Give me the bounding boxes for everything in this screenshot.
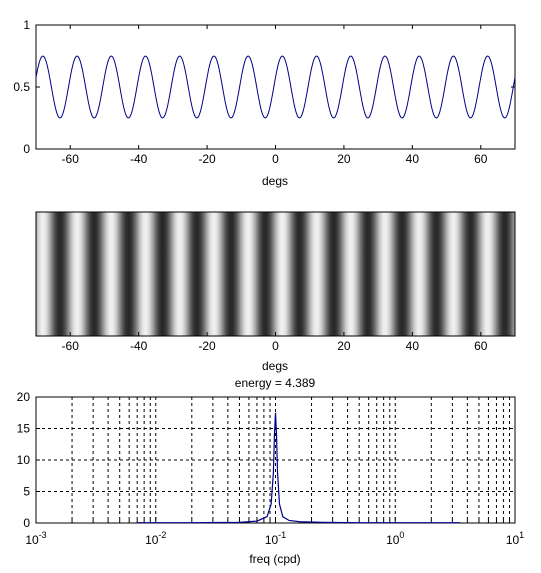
chart-title-spectrum: energy = 4.389 [235,376,316,390]
series-line-signal [35,55,516,119]
x-tick-label-signal: -60 [62,152,80,166]
x-tick-label-spectrum: 10-1 [265,530,286,547]
x-tick-label-exponent: -1 [278,530,286,540]
x-tick-label-grating: -60 [62,339,80,353]
x-tick-label-base: 10 [506,533,520,547]
x-axis-label-signal: degs [262,174,288,188]
x-tick-label-base: 10 [25,533,39,547]
ticks-grating [69,332,482,336]
grid-spectrum [36,397,515,523]
series-line-spectrum [137,412,461,524]
axes-box-signal [35,24,516,150]
x-tick-label-signal: 60 [474,152,488,166]
x-tick-label-base: 10 [145,533,159,547]
x-axis-label-spectrum: freq (cpd) [249,552,300,566]
ticks-spectrum [35,396,511,524]
x-tick-label-signal: 40 [406,152,420,166]
x-tick-label-exponent: 1 [519,530,524,540]
x-tick-label-spectrum: 10-3 [25,530,46,547]
x-tick-label-grating: -20 [198,339,216,353]
x-tick-label-spectrum: 101 [506,530,524,547]
x-tick-label-spectrum: 100 [386,530,404,547]
x-tick-label-grating: 20 [337,339,351,353]
x-tick-label-signal: 20 [337,152,351,166]
x-tick-label-grating: -40 [130,339,148,353]
x-tick-label-signal: -40 [130,152,148,166]
x-tick-label-signal: -20 [198,152,216,166]
x-tick-label-signal: 0 [272,152,279,166]
y-tick-label-signal: 0 [23,142,30,156]
y-tick-label-spectrum: 5 [23,485,30,499]
x-tick-label-spectrum: 10-2 [145,530,166,547]
x-tick-label-exponent: 0 [399,530,404,540]
x-tick-label-exponent: -2 [158,530,166,540]
y-tick-label-spectrum: 20 [17,390,31,404]
x-tick-label-grating: 40 [406,339,420,353]
panel-signal: -60 -40 -20 0 20 40 60 0 0.5 1 degs [13,18,516,188]
x-tick-label-base: 10 [265,533,279,547]
y-tick-label-signal: 1 [23,18,30,32]
x-tick-label-grating: 60 [474,339,488,353]
grating-image [36,212,515,336]
tick-labels-signal: -60 -40 -20 0 20 40 60 0 0.5 1 [13,18,487,166]
x-axis-label-grating: degs [262,359,288,373]
x-tick-label-base: 10 [386,533,400,547]
tick-labels-grating: -60 -40 -20 0 20 40 60 [62,339,488,353]
y-tick-label-spectrum: 0 [23,516,30,530]
x-tick-label-grating: 0 [272,339,279,353]
panel-grating: -60 -40 -20 0 20 40 60 degs [35,211,516,373]
x-tick-label-exponent: -3 [39,530,47,540]
y-tick-label-spectrum: 15 [17,422,31,436]
y-tick-label-spectrum: 10 [17,453,31,467]
y-tick-label-signal: 0.5 [13,80,30,94]
